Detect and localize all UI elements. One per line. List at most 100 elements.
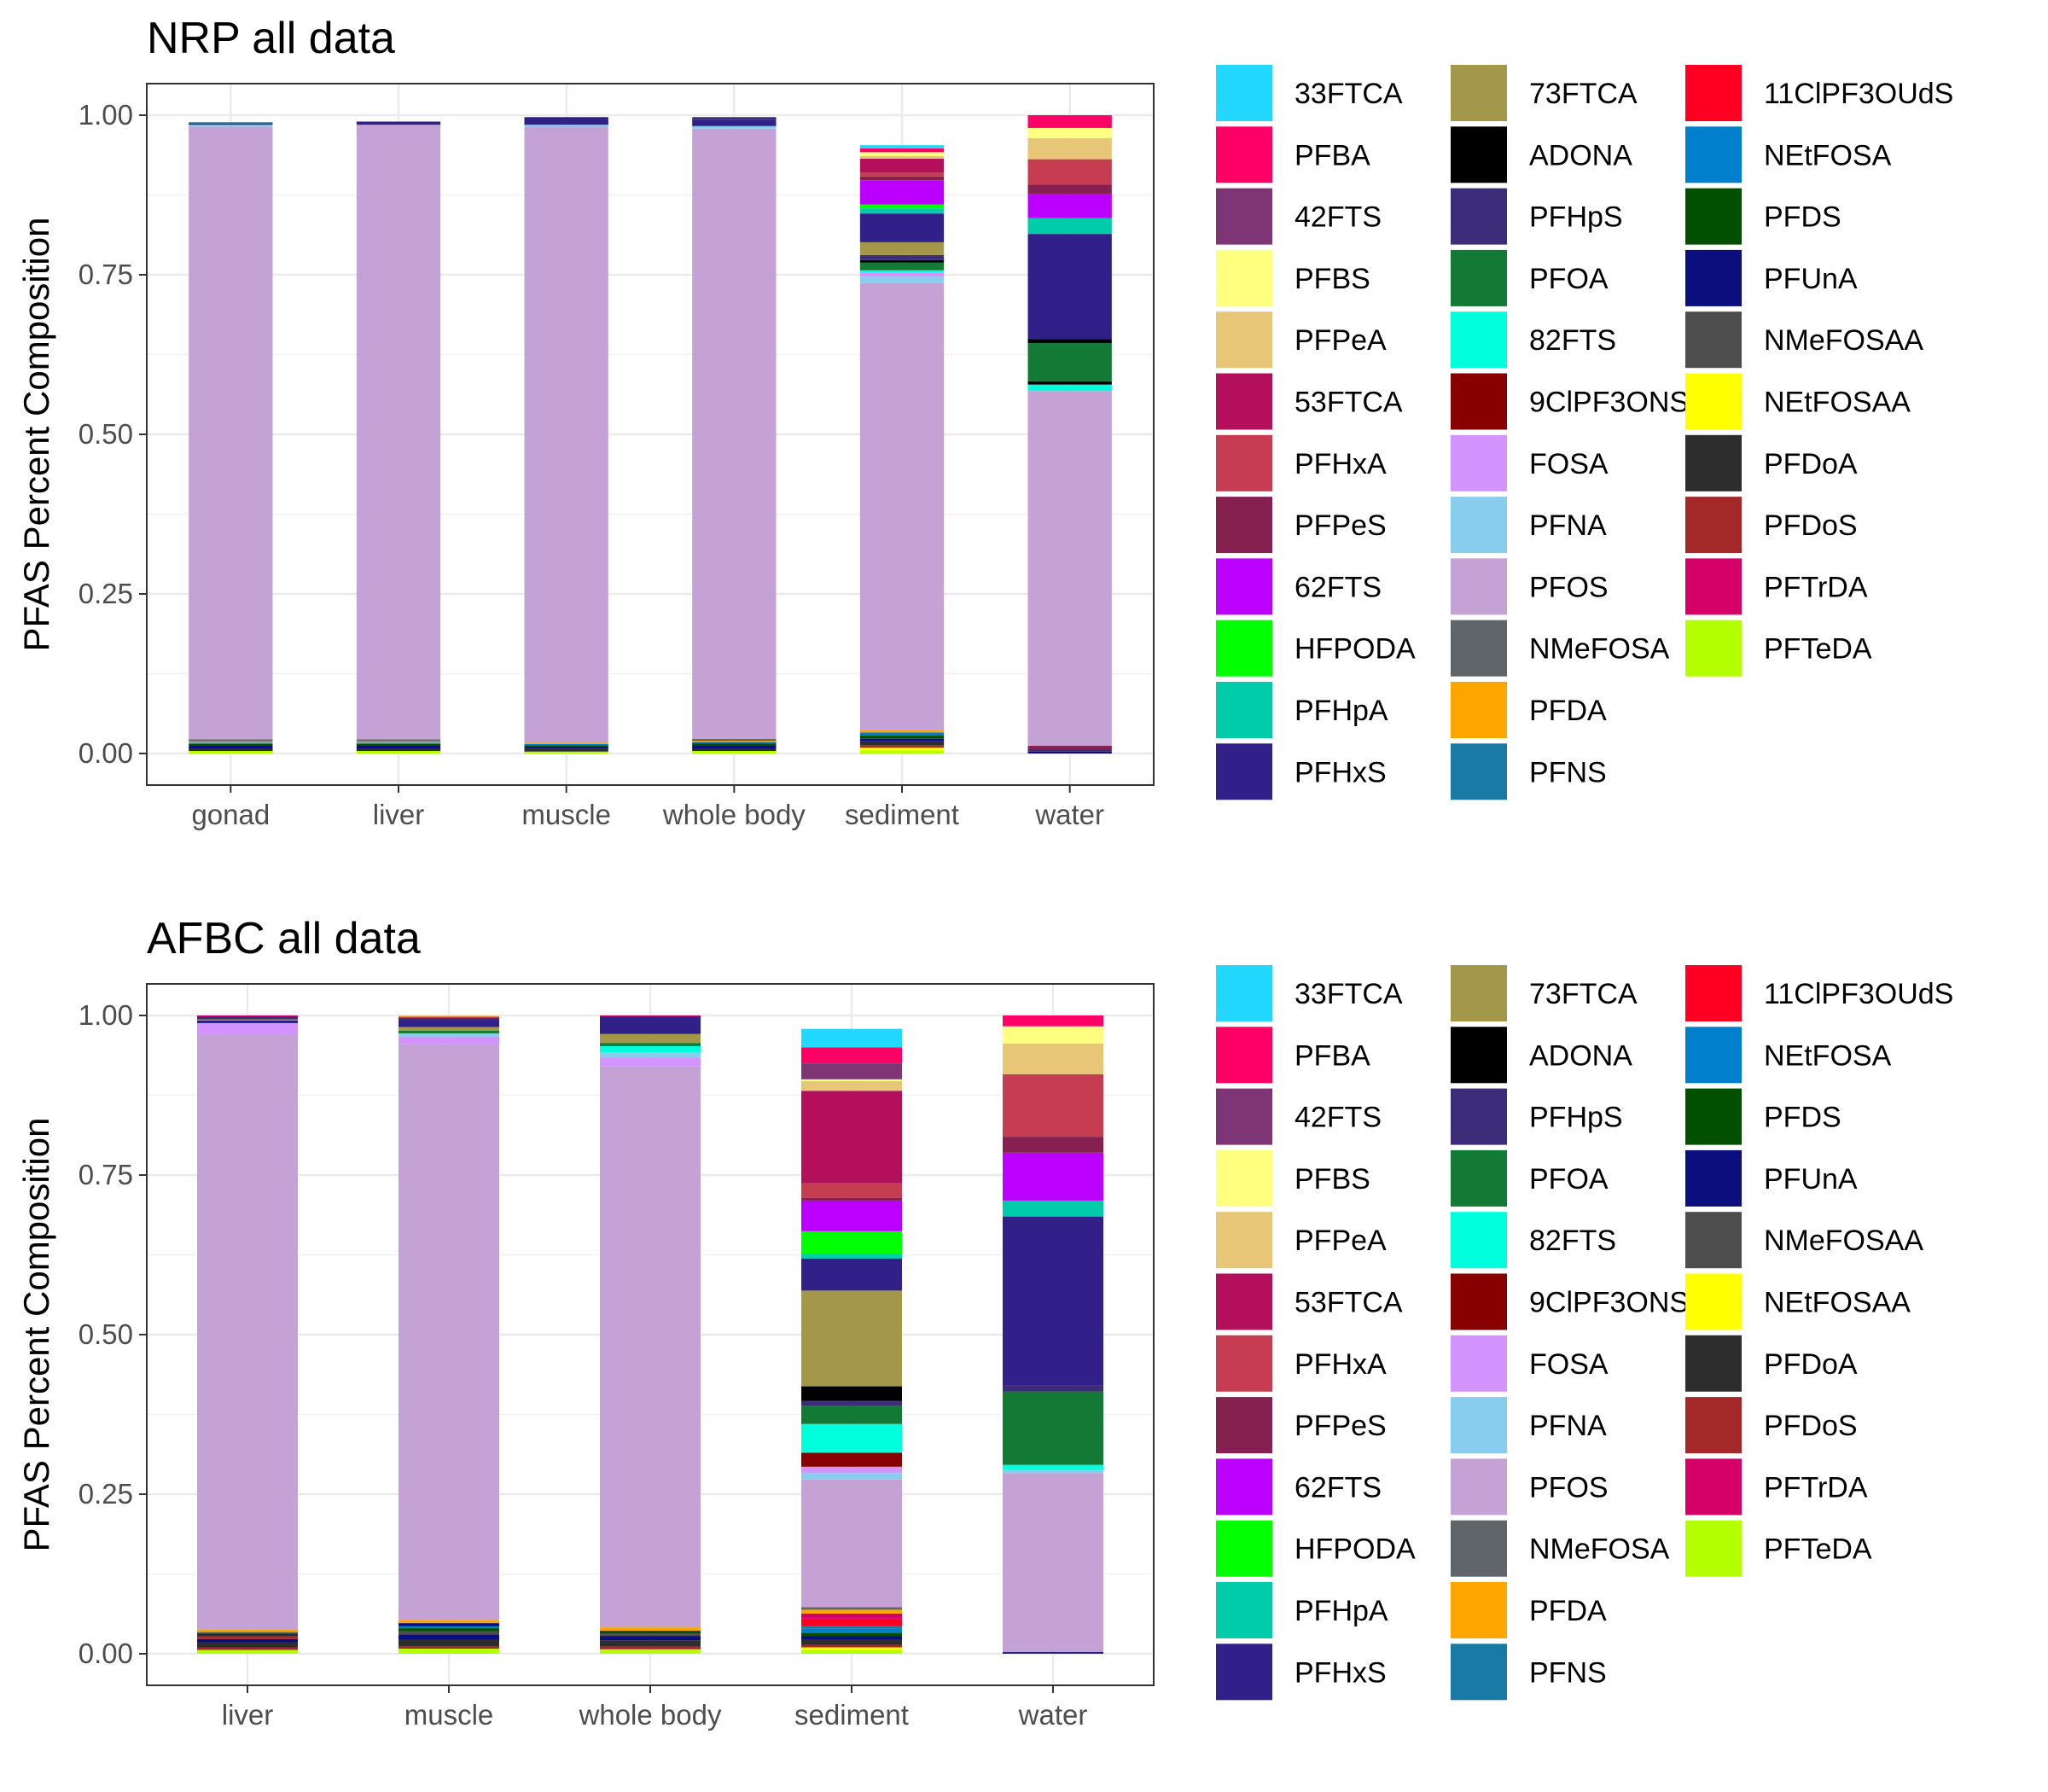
bar-segment-pftrda [801, 1613, 902, 1619]
legend-label: 53FTCA [1295, 1287, 1403, 1319]
bar-segment-netfosa [801, 1628, 902, 1633]
legend-swatch [1216, 620, 1272, 677]
legend-label: PFHxA [1295, 448, 1387, 480]
bar-segment-pfpes [1027, 184, 1112, 195]
y-axis-label: PFAS Percent Composition [16, 1118, 56, 1552]
bar-segment-pfos [197, 1034, 298, 1630]
bar-segment-pfna [1003, 1469, 1103, 1474]
bar-segment-nmefosaa [600, 1633, 701, 1637]
legend-item-adona: ADONA [1451, 126, 1632, 183]
legend-item-pfhps: PFHpS [1451, 188, 1623, 245]
bar-segment-pfos [859, 282, 945, 730]
legend-item-82fts: 82FTS [1451, 311, 1616, 369]
bar-segment-62fts [1003, 1152, 1103, 1201]
bar-segment-pfbs [1027, 127, 1112, 138]
legend-swatch [1451, 620, 1507, 677]
legend-label: PFHpA [1295, 1595, 1388, 1627]
bar-segment-pfda [524, 742, 608, 744]
bar-segment-pfdos [197, 1636, 298, 1639]
bar-segment-pftrda [600, 1015, 701, 1017]
legend-label: PFOA [1529, 1163, 1609, 1196]
bar-segment-62fts [1027, 194, 1112, 218]
bar-segment-pfns [189, 122, 273, 124]
legend-label: PFDA [1529, 1595, 1607, 1627]
legend-swatch [1451, 249, 1507, 306]
bar-segment-73ftca [399, 1027, 499, 1031]
bar-segment-82fts [1027, 384, 1112, 392]
bar-segment-pfuna [1027, 751, 1112, 753]
legend-swatch [1685, 1397, 1742, 1454]
legend-item-pfds: PFDS [1685, 1088, 1841, 1145]
bar-segment-pfhxs [600, 1016, 701, 1034]
bar-segment-82fts [801, 1423, 902, 1453]
x-tick-label: whole body [579, 1699, 722, 1731]
bar-segment-82fts [1003, 1464, 1103, 1470]
legend-swatch [1685, 1088, 1742, 1145]
bar-segment-hfpoda [859, 204, 945, 209]
legend-item-hfpoda: HFPODA [1216, 1520, 1416, 1577]
bar-segment-pfhps [692, 117, 777, 120]
bar-segment-netfosa [524, 743, 608, 746]
bar-segment-nmefosa [356, 739, 441, 742]
y-axis: 0.00 0.25 0.50 0.75 1.00 [79, 99, 147, 769]
bar-segment-pfoa [600, 1043, 701, 1046]
legend-swatch [1451, 373, 1507, 430]
legend-item-hfpoda: HFPODA [1216, 620, 1416, 677]
bar-segment-pfhxa [399, 1016, 499, 1018]
bar-segment-pfba [801, 1047, 902, 1064]
bar-segment-pfhxs [524, 117, 608, 125]
bar-segment-pfpes [1003, 1137, 1103, 1153]
y-axis-label: PFAS Percent Composition [16, 218, 56, 652]
bar-segment-pfds [189, 743, 273, 747]
legend-item-pfpea: PFPeA [1216, 1212, 1387, 1269]
bar-segment-nmefosa [692, 738, 777, 742]
bar-segment-pfdos [859, 745, 945, 748]
bar-segment-pfuna [399, 1634, 499, 1640]
bar-segment-pfhxs [1027, 234, 1112, 340]
legend-label: PFNA [1529, 509, 1607, 542]
bar-segment-adona [859, 259, 945, 263]
legend-item-pfpes: PFPeS [1216, 497, 1387, 554]
legend-swatch [1216, 965, 1272, 1021]
legend-swatch [1216, 558, 1272, 615]
bar-segment-62fts [801, 1200, 902, 1231]
bar-segment-pfdoa [692, 748, 777, 752]
bar-segment-pfpea [1027, 137, 1112, 160]
legend-label: PFNS [1529, 756, 1607, 788]
legend-swatch [1216, 1397, 1272, 1454]
bar-segment-73ftca [600, 1033, 701, 1044]
bar-segment-pfna [600, 1052, 701, 1058]
legend-swatch [1216, 1273, 1272, 1330]
bar-segment-pfna [692, 125, 777, 129]
bar-segment-pfbs [801, 1079, 902, 1082]
bars [197, 1015, 1103, 1654]
bar-segment-pfhpa [1027, 218, 1112, 235]
bar-segment-pfdoa [356, 748, 441, 752]
bar-segment-pfoa [1027, 343, 1112, 381]
legend-swatch [1216, 373, 1272, 430]
bar-segment-pfuna [356, 746, 441, 749]
bar-segment-pfoa [399, 1030, 499, 1033]
legend-item-nmefosa: NMeFOSA [1451, 1520, 1670, 1577]
bar-segment-pfhxs [189, 123, 273, 125]
bar-segment-pfteda [189, 751, 273, 753]
legend-item-pfna: PFNA [1451, 497, 1607, 554]
legend-label: PFBA [1295, 139, 1370, 172]
bar-segment-pfhps [399, 1017, 499, 1021]
bar-segment-pfhxs [859, 213, 945, 242]
panel-title: NRP all data [147, 14, 395, 63]
x-tick-label: water [1034, 799, 1104, 830]
legend-swatch [1216, 1212, 1272, 1269]
legend-item-pfda: PFDA [1451, 1582, 1607, 1638]
bars [189, 115, 1112, 753]
legend-label: PFOS [1529, 1471, 1609, 1504]
legend-label: PFHpA [1295, 695, 1388, 727]
legend-swatch [1685, 1273, 1742, 1330]
legend-item-fosa: FOSA [1451, 434, 1609, 492]
bar-segment-pfds [399, 1628, 499, 1632]
bar-segment-fosa [859, 272, 945, 277]
legend-label: HFPODA [1295, 1533, 1416, 1566]
legend-item-netfosaa: NEtFOSAA [1685, 373, 1911, 430]
legend-label: ADONA [1529, 139, 1632, 172]
bar-segment-pfhxs [399, 1020, 499, 1027]
